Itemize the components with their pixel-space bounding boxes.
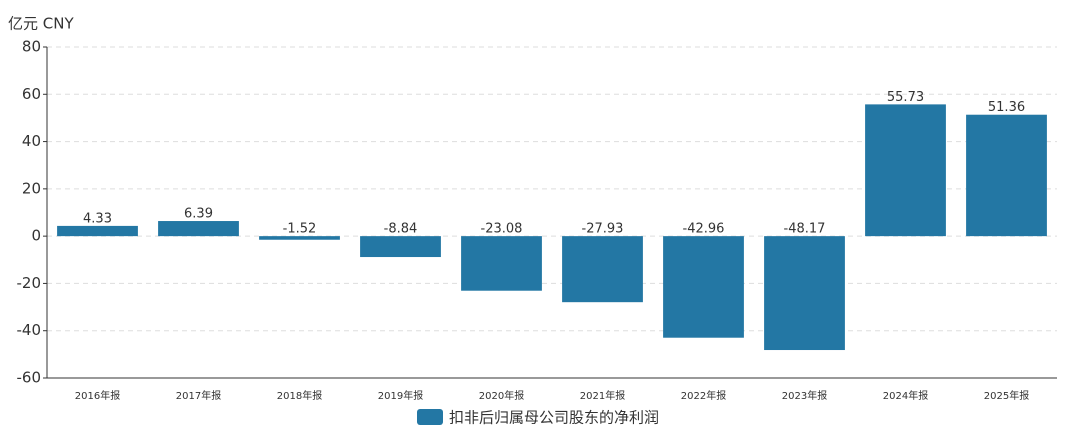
x-tick-label: 2024年报 — [883, 389, 928, 402]
bar — [663, 236, 744, 338]
bar — [865, 104, 946, 237]
bar — [259, 236, 340, 240]
value-label: 6.39 — [184, 207, 213, 222]
value-label: 51.36 — [988, 100, 1025, 115]
x-tick-label: 2020年报 — [479, 389, 524, 402]
y-tick-label: 40 — [22, 132, 41, 150]
y-axis-unit: 亿元 CNY — [8, 15, 74, 33]
y-tick-label: 20 — [22, 179, 41, 197]
bar — [562, 236, 643, 303]
y-tick-label: -40 — [17, 321, 42, 339]
y-tick-label: 60 — [22, 85, 41, 103]
bar — [966, 114, 1047, 237]
x-tick-label: 2022年报 — [681, 389, 726, 402]
value-label: -8.84 — [384, 222, 418, 237]
y-tick-label: 80 — [22, 38, 41, 56]
value-label: 55.73 — [887, 90, 924, 105]
value-label: -27.93 — [582, 222, 624, 237]
y-tick-label: -60 — [17, 369, 42, 387]
legend-label: 扣非后归属母公司股东的净利润 — [449, 409, 659, 427]
x-tick-label: 2019年报 — [378, 389, 423, 402]
value-label: -23.08 — [481, 222, 523, 237]
bar — [158, 221, 239, 237]
value-label: -1.52 — [283, 222, 317, 237]
bar — [461, 236, 542, 291]
bar — [360, 236, 441, 258]
x-tick-label: 2025年报 — [984, 389, 1029, 402]
x-tick-label: 2016年报 — [75, 389, 120, 402]
y-tick-label: -20 — [17, 274, 42, 292]
x-tick-label: 2017年报 — [176, 389, 221, 402]
x-tick-label: 2023年报 — [782, 389, 827, 402]
x-tick-label: 2018年报 — [277, 389, 322, 402]
value-label: -48.17 — [784, 222, 826, 237]
legend-swatch — [417, 409, 443, 425]
value-label: -42.96 — [683, 222, 725, 237]
y-tick-label: 0 — [31, 227, 41, 245]
value-label: 4.33 — [83, 211, 112, 226]
bar — [57, 225, 138, 237]
bar — [764, 236, 845, 351]
x-tick-label: 2021年报 — [580, 389, 625, 402]
